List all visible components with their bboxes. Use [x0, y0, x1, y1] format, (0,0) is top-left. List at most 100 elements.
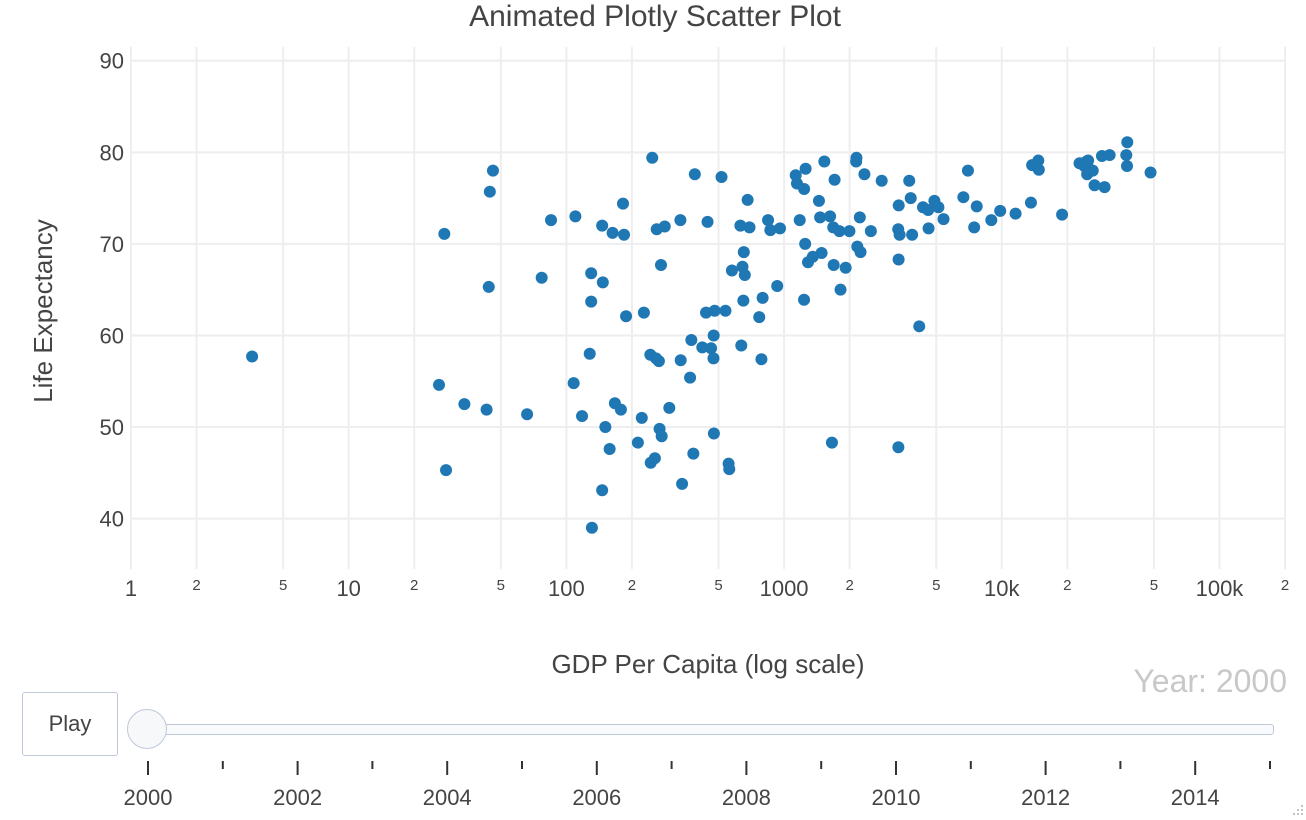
scatter-point[interactable] [596, 276, 609, 289]
scatter-point[interactable] [922, 204, 935, 217]
scatter-point[interactable] [961, 164, 974, 177]
slider-year-label[interactable]: 2002 [273, 785, 322, 810]
scatter-point[interactable] [482, 280, 495, 293]
scatter-point[interactable] [1024, 196, 1037, 209]
scatter-point[interactable] [735, 339, 748, 352]
scatter-point[interactable] [843, 225, 856, 238]
scatter-point[interactable] [631, 436, 644, 449]
scatter-point[interactable] [818, 155, 831, 168]
scatter-point[interactable] [922, 222, 935, 235]
scatter-point[interactable] [932, 201, 945, 214]
scatter-point[interactable] [1103, 149, 1116, 162]
scatter-point[interactable] [655, 430, 668, 443]
scatter-point[interactable] [756, 291, 769, 304]
slider-year-label[interactable]: 2006 [572, 785, 621, 810]
scatter-point[interactable] [853, 211, 866, 224]
scatter-point[interactable] [674, 354, 687, 367]
scatter-point[interactable] [707, 427, 720, 440]
scatter-point[interactable] [676, 477, 689, 490]
year-slider-handle[interactable] [127, 709, 167, 749]
scatter-point[interactable] [833, 225, 846, 238]
slider-year-label[interactable]: 2000 [124, 785, 173, 810]
scatter-point[interactable] [892, 253, 905, 266]
scatter-point[interactable] [723, 463, 736, 476]
scatter-point[interactable] [585, 295, 598, 308]
slider-year-label[interactable]: 2004 [423, 785, 472, 810]
data-points[interactable] [246, 136, 1157, 534]
scatter-point[interactable] [646, 151, 659, 164]
scatter-point[interactable] [576, 410, 589, 423]
scatter-point[interactable] [725, 264, 738, 277]
scatter-point[interactable] [708, 304, 721, 317]
scatter-point[interactable] [596, 219, 609, 232]
scatter-point[interactable] [825, 436, 838, 449]
scatter-point[interactable] [854, 246, 867, 259]
scatter-point[interactable] [814, 211, 827, 224]
scatter-point[interactable] [637, 306, 650, 319]
scatter-point[interactable] [1144, 166, 1157, 179]
scatter-point[interactable] [618, 228, 631, 241]
slider-year-label[interactable]: 2014 [1171, 785, 1220, 810]
scatter-point[interactable] [1086, 164, 1099, 177]
scatter-point[interactable] [603, 443, 616, 456]
scatter-point[interactable] [567, 377, 580, 390]
scatter-point[interactable] [433, 378, 446, 391]
scatter-point[interactable] [893, 228, 906, 241]
scatter-point[interactable] [635, 411, 648, 424]
scatter-point[interactable] [458, 398, 471, 411]
scatter-point[interactable] [535, 271, 548, 284]
scatter-point[interactable] [937, 213, 950, 226]
scatter-point[interactable] [1056, 208, 1069, 221]
scatter-point[interactable] [486, 164, 499, 177]
scatter-point[interactable] [864, 225, 877, 238]
scatter-point[interactable] [968, 221, 981, 234]
scatter-point[interactable] [707, 352, 720, 365]
scatter-point[interactable] [828, 173, 841, 186]
scatter-point[interactable] [1088, 179, 1101, 192]
scatter-point[interactable] [438, 227, 451, 240]
scatter-point[interactable] [1032, 154, 1045, 167]
scatter-point[interactable] [1098, 181, 1111, 194]
scatter-point[interactable] [799, 237, 812, 250]
scatter-point[interactable] [583, 347, 596, 360]
scatter-point[interactable] [663, 401, 676, 414]
scatter-point[interactable] [906, 228, 919, 241]
scatter-point[interactable] [1032, 163, 1045, 176]
scatter-point[interactable] [521, 408, 534, 421]
scatter-point[interactable] [734, 219, 747, 232]
scatter-point[interactable] [994, 204, 1007, 217]
scatter-point[interactable] [827, 258, 840, 271]
scatter-point[interactable] [483, 185, 496, 198]
resize-handle-icon[interactable] [1290, 804, 1304, 818]
scatter-point[interactable] [719, 304, 732, 317]
scatter-point[interactable] [850, 151, 863, 164]
scatter-point[interactable] [701, 215, 714, 228]
scatter-point[interactable] [648, 452, 661, 465]
scatter-point[interactable] [1009, 207, 1022, 220]
scatter-point[interactable] [903, 174, 916, 187]
scatter-point[interactable] [599, 421, 612, 434]
slider-year-label[interactable]: 2010 [872, 785, 921, 810]
scatter-point[interactable] [654, 258, 667, 271]
scatter-point[interactable] [545, 214, 558, 227]
scatter-point[interactable] [839, 261, 852, 274]
scatter-point[interactable] [985, 214, 998, 227]
scatter-point[interactable] [685, 334, 698, 347]
play-button[interactable]: Play [22, 692, 118, 756]
scatter-point[interactable] [858, 168, 871, 181]
scatter-point[interactable] [614, 403, 627, 416]
scatter-point[interactable] [696, 341, 709, 354]
scatter-point[interactable] [824, 210, 837, 223]
scatter-point[interactable] [569, 210, 582, 223]
scatter-point[interactable] [1121, 136, 1134, 149]
scatter-point[interactable] [1121, 160, 1134, 173]
scatter-point[interactable] [738, 269, 751, 282]
scatter-point[interactable] [970, 200, 983, 213]
scatter-point[interactable] [815, 247, 828, 260]
scatter-point[interactable] [715, 171, 728, 184]
scatter-point[interactable] [585, 267, 598, 280]
scatter-point[interactable] [606, 226, 619, 239]
scatter-point[interactable] [875, 174, 888, 187]
scatter-point[interactable] [1120, 149, 1133, 162]
scatter-point[interactable] [585, 521, 598, 534]
